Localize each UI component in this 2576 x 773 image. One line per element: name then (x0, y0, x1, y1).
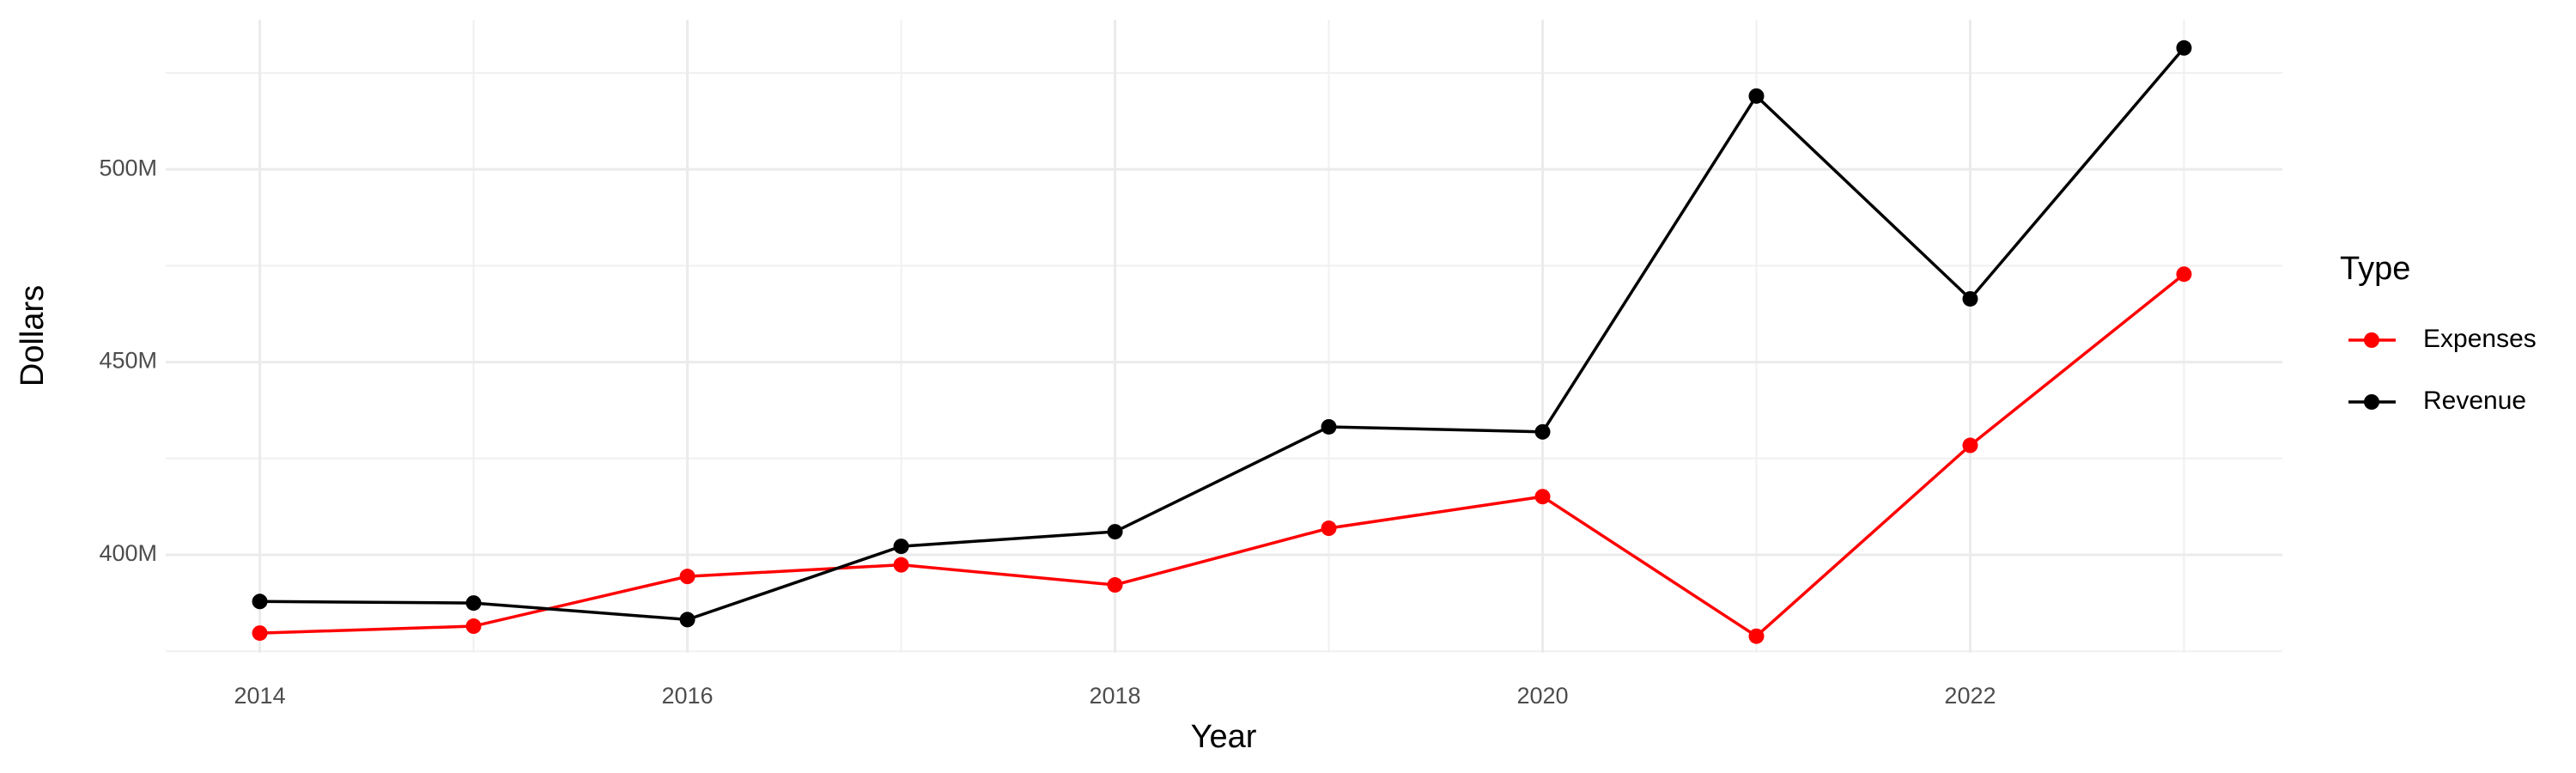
data-point (1534, 423, 1551, 440)
x-tick-label: 2020 (1516, 683, 1568, 709)
data-point (252, 625, 268, 642)
data-point (2176, 266, 2192, 283)
x-axis-title: Year (1191, 719, 1257, 755)
legend-label: Revenue (2423, 386, 2526, 415)
y-tick-label: 450M (99, 348, 157, 374)
x-tick-label: 2018 (1089, 683, 1140, 709)
series-line (259, 272, 2185, 638)
data-point (679, 612, 696, 628)
y-tick-label: 500M (99, 155, 157, 180)
data-point (1748, 88, 1765, 104)
data-point (1107, 577, 1123, 593)
data-point (679, 569, 696, 585)
legend-title: Type (2340, 251, 2410, 287)
data-point (1534, 489, 1551, 505)
data-point (1321, 520, 1337, 537)
series-line (259, 46, 2185, 622)
data-point (1107, 524, 1123, 540)
legend-label: Expenses (2423, 325, 2537, 353)
x-tick-label: 2016 (661, 683, 713, 709)
y-axis-title: Dollars (15, 285, 51, 386)
y-tick-label: 400M (99, 540, 157, 566)
data-point (893, 539, 909, 555)
legend-point (2364, 332, 2379, 348)
data-point (465, 618, 482, 635)
data-point (1748, 628, 1765, 644)
data-point (1962, 290, 1978, 307)
x-tick-label: 2014 (234, 683, 286, 709)
data-point (1321, 418, 1337, 435)
data-point (2176, 40, 2192, 56)
x-tick-label: 2022 (1944, 683, 1996, 709)
data-point (1962, 437, 1978, 453)
legend-point (2364, 394, 2379, 410)
data-point (893, 557, 909, 573)
data-point (465, 595, 482, 612)
data-point (252, 593, 268, 610)
